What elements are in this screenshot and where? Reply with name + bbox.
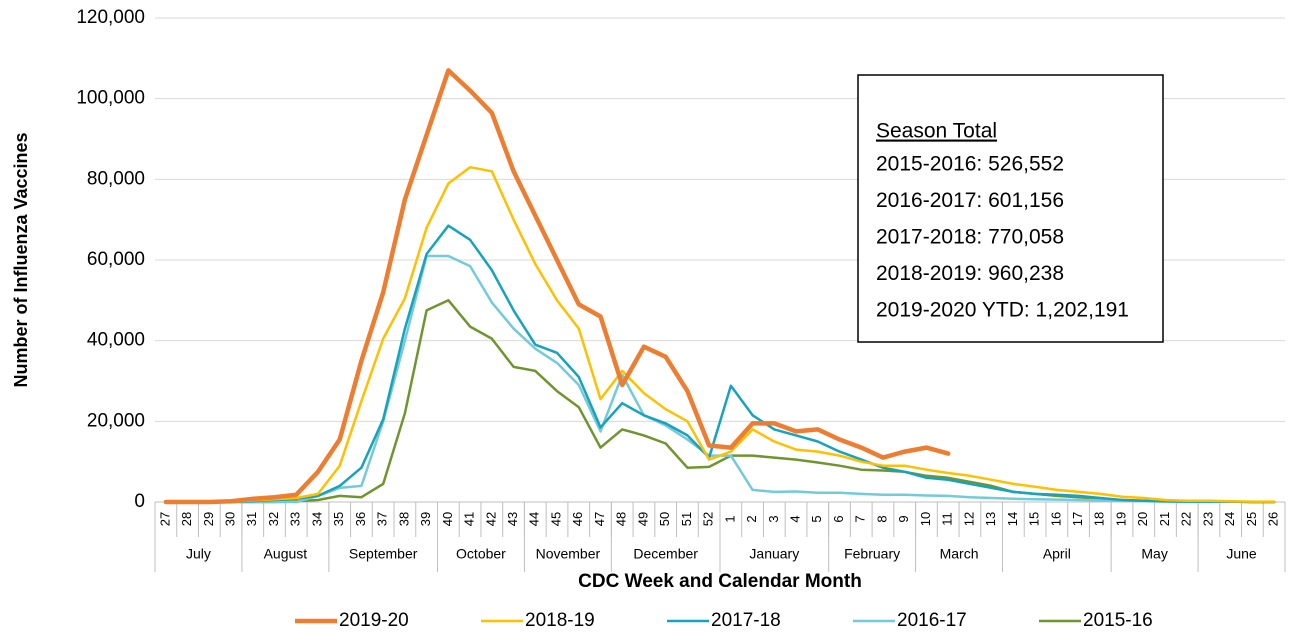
x-tick-label: 51 — [679, 512, 694, 526]
annotation-line: 2018-2019: 960,238 — [876, 262, 1064, 285]
x-tick-label: 43 — [505, 512, 520, 526]
x-tick-label: 20 — [1135, 512, 1150, 526]
legend-label: 2019-20 — [339, 610, 409, 631]
month-label: January — [749, 546, 799, 562]
month-label: December — [633, 546, 698, 562]
x-tick-label: 31 — [244, 512, 259, 526]
x-tick-label: 11 — [940, 512, 955, 526]
month-label: August — [264, 546, 308, 562]
x-tick-label: 15 — [1027, 512, 1042, 526]
month-label: September — [349, 546, 418, 562]
x-tick-label: 5 — [809, 515, 824, 522]
annotation-line: 2019-2020 YTD: 1,202,191 — [876, 299, 1129, 322]
x-tick-label: 13 — [983, 512, 998, 526]
legend-label: 2018-19 — [525, 610, 595, 631]
series-line — [163, 68, 951, 505]
x-tick-label: 37 — [375, 512, 390, 526]
x-tick-label: 2 — [744, 515, 759, 522]
x-tick-label: 29 — [201, 512, 216, 526]
month-label: October — [456, 546, 506, 562]
x-tick-label: 17 — [1070, 512, 1085, 526]
y-tick-label: 20,000 — [87, 410, 145, 431]
month-label: February — [844, 546, 900, 562]
x-tick-label: 45 — [548, 512, 563, 526]
x-tick-label: 47 — [592, 512, 607, 526]
x-tick-label: 24 — [1222, 512, 1237, 526]
month-label: May — [1141, 546, 1167, 562]
annotation-title: Season Total — [876, 120, 997, 143]
x-tick-label: 27 — [157, 512, 172, 526]
y-tick-label: 40,000 — [87, 330, 145, 351]
x-tick-label: 36 — [353, 512, 368, 526]
annotation-box — [857, 74, 1164, 343]
x-tick-label: 39 — [418, 512, 433, 526]
x-tick-label: 7 — [853, 515, 868, 522]
x-tick-label: 16 — [1048, 512, 1063, 526]
x-tick-label: 42 — [483, 512, 498, 526]
x-tick-label: 35 — [331, 512, 346, 526]
y-tick-label: 80,000 — [87, 168, 145, 189]
x-tick-label: 6 — [831, 515, 846, 522]
x-tick-label: 44 — [527, 512, 542, 526]
x-tick-label: 49 — [635, 512, 650, 526]
legend-label: 2017-18 — [711, 610, 781, 631]
x-tick-label: 21 — [1157, 512, 1172, 526]
x-tick-label: 8 — [874, 515, 889, 522]
x-tick-label: 9 — [896, 515, 911, 522]
x-tick-label: 23 — [1200, 512, 1215, 526]
x-tick-label: 32 — [266, 512, 281, 526]
month-label: June — [1226, 546, 1257, 562]
legend-label: 2016-17 — [897, 610, 967, 631]
x-tick-label: 50 — [657, 512, 672, 526]
x-tick-label: 33 — [288, 512, 303, 526]
x-tick-label: 3 — [766, 515, 781, 522]
x-tick-label: 1 — [722, 515, 737, 522]
x-tick-label: 25 — [1244, 512, 1259, 526]
y-tick-label: 120,000 — [76, 7, 145, 28]
x-tick-label: 30 — [222, 512, 237, 526]
month-label: March — [940, 546, 979, 562]
legend-label: 2015-16 — [1083, 610, 1153, 631]
series-line — [164, 165, 1276, 504]
annotation-line: 2016-2017: 601,156 — [876, 189, 1064, 212]
y-tick-label: 0 — [134, 491, 145, 512]
x-tick-label: 10 — [918, 512, 933, 526]
x-tick-label: 46 — [570, 512, 585, 526]
x-tick-label: 14 — [1005, 512, 1020, 526]
x-tick-label: 26 — [1266, 512, 1281, 526]
x-tick-label: 52 — [701, 512, 716, 526]
month-label: April — [1043, 546, 1071, 562]
x-tick-label: 38 — [396, 512, 411, 526]
x-axis-title: CDC Week and Calendar Month — [578, 571, 862, 592]
x-tick-label: 40 — [440, 512, 455, 526]
month-label: July — [186, 546, 211, 562]
x-tick-label: 28 — [179, 512, 194, 526]
series-line — [164, 224, 1276, 504]
x-tick-label: 12 — [961, 512, 976, 526]
annotation-line: 2015-2016: 526,552 — [876, 153, 1064, 176]
y-tick-label: 60,000 — [87, 249, 145, 270]
month-label: November — [536, 546, 601, 562]
x-tick-label: 4 — [787, 515, 802, 522]
y-axis-title: Number of Influenza Vaccines — [11, 132, 31, 387]
x-tick-label: 22 — [1179, 512, 1194, 526]
x-tick-label: 18 — [1092, 512, 1107, 526]
x-tick-label: 19 — [1113, 512, 1128, 526]
x-tick-label: 34 — [309, 512, 324, 526]
x-tick-label: 48 — [614, 512, 629, 526]
x-tick-label: 41 — [462, 512, 477, 526]
annotation-line: 2017-2018: 770,058 — [876, 226, 1064, 249]
y-tick-label: 100,000 — [76, 88, 145, 109]
